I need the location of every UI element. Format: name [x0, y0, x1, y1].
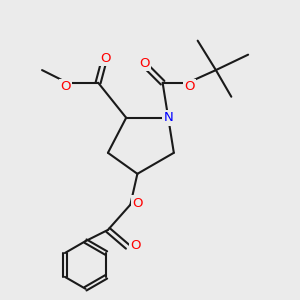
- Text: O: O: [184, 80, 194, 93]
- Text: O: O: [132, 197, 142, 210]
- Text: O: O: [139, 57, 150, 70]
- Text: O: O: [131, 239, 141, 252]
- Text: O: O: [61, 80, 71, 93]
- Text: N: N: [163, 111, 173, 124]
- Text: O: O: [100, 52, 110, 65]
